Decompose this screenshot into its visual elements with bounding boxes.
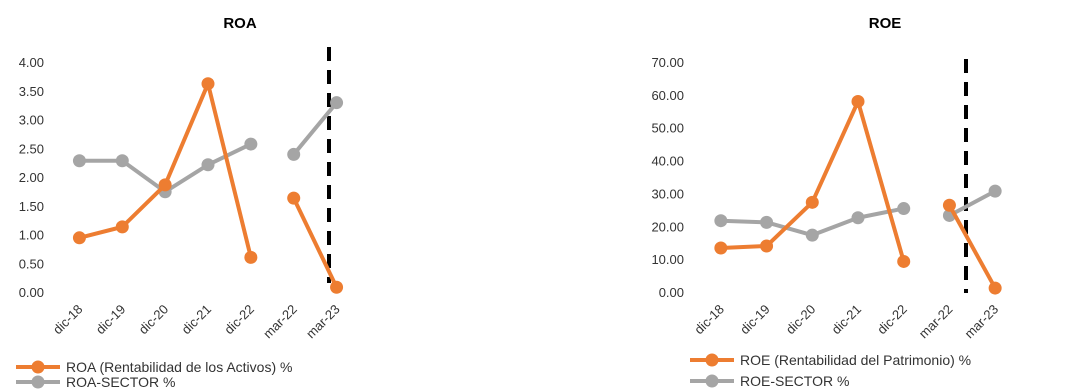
chart-roa-x-tick-label: dic-18 — [50, 302, 86, 338]
chart-roa-series-sector-point — [115, 154, 129, 168]
chart-roa-legend-sector-label: ROA-SECTOR % — [66, 374, 175, 390]
chart-roe-y-tick-label: 10.00 — [651, 252, 684, 267]
chart-roa-series-company-point — [287, 191, 301, 205]
chart-roe-x-tick-label: dic-18 — [691, 302, 727, 338]
chart-roe-series-sector-point — [988, 184, 1002, 198]
chart-roe-series-sector-line — [948, 189, 997, 218]
chart-roa-x-tick-label: dic-21 — [178, 302, 214, 338]
chart-roa-series-company-line — [291, 197, 339, 289]
chart-roe-series-company-point — [805, 195, 819, 209]
chart-roe: ROE 0.00 10.00 20.00 30.00 40.00 50.00 60.00 70.… — [651, 15, 1002, 389]
chart-roa-y-tick-label: 3.00 — [19, 113, 44, 128]
chart-roa-series-sector-point — [201, 158, 215, 172]
chart-roe-legend-company-label: ROE (Rentabilidad del Patrimonio) % — [740, 352, 971, 368]
chart-roe-legend-sector-label: ROE-SECTOR % — [740, 373, 849, 389]
chart-roe-y-tick-label: 70.00 — [651, 55, 684, 70]
chart-roe-series-company-point — [942, 198, 956, 212]
chart-roe-x-tick-label: mar-22 — [916, 302, 956, 342]
chart-roe-series-company-point — [897, 254, 911, 268]
chart-roa-series-sector-line — [292, 101, 339, 156]
chart-roe-series-sector-point — [760, 215, 774, 229]
chart-roa-legend-sector-marker — [31, 375, 45, 389]
chart-roe-series-company-line — [947, 204, 997, 290]
chart-roe-series-company-point — [988, 281, 1002, 295]
chart-roa-y-tick-label: 0.00 — [19, 285, 44, 300]
chart-roe-legend-sector-marker — [705, 374, 719, 388]
chart-roe-y-tick-label: 50.00 — [651, 121, 684, 136]
chart-roa-series-company-point — [115, 220, 129, 234]
chart-roe-x-tick-label: dic-21 — [828, 302, 864, 338]
chart-roa-x-tick-label: dic-22 — [221, 302, 257, 338]
chart-roa-x-tick-label: mar-22 — [260, 302, 300, 342]
chart-roe-series-sector-point — [714, 214, 728, 228]
chart-roa-y-tick-label: 4.00 — [19, 55, 44, 70]
chart-roe-x-tick-label: dic-19 — [737, 302, 773, 338]
chart-roa-legend-company-marker — [31, 360, 45, 374]
chart-roe-x-tick-label: dic-20 — [783, 302, 819, 338]
chart-roa-legend-company-label: ROA (Rentabilidad de los Activos) % — [66, 359, 292, 375]
chart-roe-series-sector-point — [851, 211, 865, 225]
chart-roa-y-tick-label: 2.00 — [19, 170, 44, 185]
chart-roe-series-company-point — [760, 239, 774, 253]
chart-roe-title: ROE — [869, 15, 902, 32]
chart-roa: ROA 0.00 0.50 1.00 1.50 2.00 2.50 3.00 3.50 4.00 d… — [16, 15, 344, 390]
chart-roe-series-company-point — [714, 241, 728, 255]
chart-roe-series-sector-point — [805, 228, 819, 242]
chart-roa-series-company-line — [78, 81, 253, 258]
chart-roa-x-tick-label: dic-19 — [93, 302, 129, 338]
chart-roa-series-sector-point — [244, 137, 258, 151]
chart-roa-series-company-point — [158, 178, 172, 192]
chart-roa-x-tick-label: dic-20 — [136, 302, 172, 338]
chart-roa-title: ROA — [223, 15, 257, 32]
chart-roa-y-tick-label: 1.50 — [19, 199, 44, 214]
chart-roe-series-sector-point — [897, 202, 911, 216]
chart-roa-series-sector-point — [287, 147, 301, 161]
chart-roe-y-tick-label: 0.00 — [659, 285, 684, 300]
chart-roe-y-tick-label: 40.00 — [651, 154, 684, 169]
chart-roa-series-company-point — [244, 250, 258, 264]
chart-roa-series-company-point — [201, 77, 215, 91]
chart-roe-legend-company-marker — [705, 353, 719, 367]
chart-roa-y-tick-label: 0.50 — [19, 256, 44, 271]
chart-roe-y-tick-label: 60.00 — [651, 88, 684, 103]
chart-roe-y-tick-label: 20.00 — [651, 219, 684, 234]
chart-roa-series-sector-point — [330, 96, 344, 110]
chart-roa-y-tick-label: 3.50 — [19, 84, 44, 99]
chart-roe-x-tick-label: dic-22 — [874, 302, 910, 338]
chart-roa-series-sector-point — [72, 154, 86, 168]
chart-roa-y-tick-label: 1.00 — [19, 228, 44, 243]
chart-roe-y-tick-label: 30.00 — [651, 186, 684, 201]
chart-roa-y-tick-label: 2.50 — [19, 141, 44, 156]
chart-roa-series-company-point — [330, 280, 344, 294]
chart-roa-series-company-point — [72, 231, 86, 245]
chart-roe-x-tick-label: mar-23 — [962, 302, 1002, 342]
chart-roa-x-tick-label: mar-23 — [303, 302, 343, 342]
chart-roe-series-company-point — [851, 94, 865, 108]
